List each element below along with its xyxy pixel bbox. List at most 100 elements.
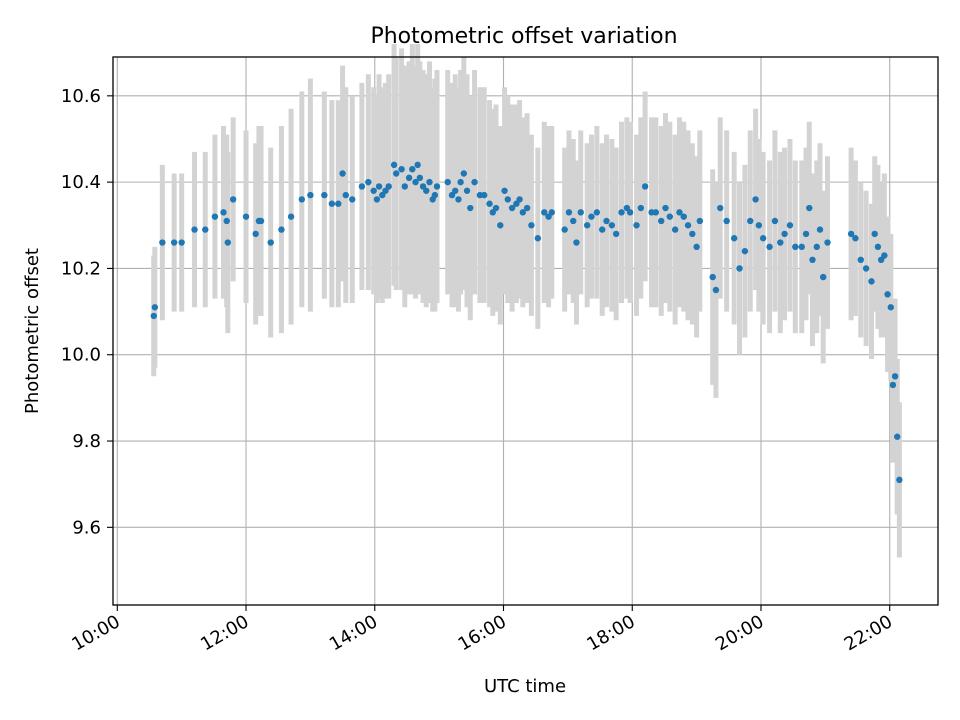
x-axis-label: UTC time — [484, 676, 566, 697]
data-point — [467, 204, 474, 212]
data-point — [684, 222, 692, 229]
data-point — [561, 226, 568, 233]
data-point — [777, 239, 784, 246]
data-point — [358, 183, 366, 190]
data-point — [405, 174, 413, 182]
data-point — [573, 239, 580, 246]
data-point — [802, 230, 810, 238]
data-point — [588, 213, 595, 220]
data-point — [433, 183, 441, 190]
data-point — [806, 204, 813, 212]
y-tick-label: 10.4 — [61, 172, 101, 193]
y-axis-label: Photometric offset — [22, 248, 43, 414]
data-point — [229, 196, 237, 203]
data-point — [252, 230, 259, 238]
data-point — [471, 178, 478, 186]
data-point — [752, 196, 759, 203]
data-point — [202, 226, 209, 233]
data-point — [486, 200, 493, 207]
data-point — [577, 209, 584, 216]
data-point — [792, 243, 799, 251]
data-point — [423, 187, 430, 194]
data-point — [548, 209, 555, 216]
data-point — [608, 222, 616, 229]
data-point — [178, 239, 185, 246]
data-point — [755, 222, 763, 229]
data-point — [516, 196, 523, 203]
data-point — [480, 191, 488, 199]
data-point — [393, 170, 400, 177]
data-point — [460, 170, 468, 177]
data-point — [342, 191, 350, 199]
data-point — [431, 191, 439, 199]
data-point — [874, 243, 882, 251]
data-point — [191, 226, 198, 233]
data-point — [426, 178, 433, 186]
y-axis-ticks: 9.6 9.8 10.0 10.2 10.4 10.6 — [61, 86, 113, 538]
data-point — [852, 235, 859, 242]
plot-frame — [112, 56, 939, 606]
chart-title: Photometric offset variation — [370, 24, 677, 49]
data-point — [658, 217, 665, 225]
y-tick-label: 9.8 — [72, 431, 101, 452]
data-point — [412, 178, 419, 186]
data-point — [373, 196, 381, 203]
data-point — [150, 312, 157, 320]
data-point — [662, 204, 669, 212]
data-point — [370, 187, 377, 194]
data-point — [321, 191, 328, 199]
data-point — [455, 196, 462, 203]
data-point — [813, 243, 820, 251]
data-point — [603, 217, 610, 225]
data-point — [452, 187, 459, 194]
data-point — [278, 226, 285, 233]
data-point — [519, 209, 527, 216]
data-point — [409, 165, 416, 173]
y-tick-label: 10.0 — [61, 345, 101, 366]
data-point — [398, 165, 405, 173]
data-point — [223, 217, 230, 225]
data-point — [257, 217, 265, 225]
data-point — [612, 230, 620, 238]
data-point — [220, 209, 227, 216]
data-point — [401, 183, 409, 190]
data-point — [390, 161, 398, 169]
data-point — [717, 204, 724, 212]
data-point — [528, 222, 535, 229]
data-point — [523, 204, 531, 212]
data-point — [463, 187, 471, 194]
data-point — [365, 178, 372, 186]
data-point — [881, 252, 888, 259]
data-point — [618, 209, 625, 216]
data-point — [599, 226, 606, 233]
data-point — [508, 204, 516, 212]
data-point — [868, 278, 875, 285]
y-tick-label: 9.6 — [72, 517, 101, 538]
data-point — [771, 217, 779, 225]
data-point — [709, 273, 716, 281]
data-point — [414, 161, 421, 169]
data-point — [759, 235, 767, 242]
data-point — [565, 209, 573, 216]
data-point — [328, 200, 336, 207]
data-point — [887, 304, 894, 311]
data-point — [626, 209, 634, 216]
data-point — [693, 243, 700, 251]
data-point — [847, 230, 855, 238]
data-point — [766, 243, 773, 251]
data-point — [375, 183, 383, 190]
y-tick-label: 10.6 — [61, 86, 101, 107]
data-point — [570, 217, 577, 225]
data-point — [349, 196, 356, 203]
data-point — [335, 200, 342, 207]
data-point — [534, 235, 542, 242]
data-point — [339, 170, 346, 177]
data-point — [416, 174, 424, 182]
data-point — [736, 265, 743, 272]
data-point — [723, 217, 730, 225]
data-point — [786, 222, 794, 229]
data-point — [497, 222, 504, 229]
data-point — [170, 239, 178, 246]
data-point — [896, 476, 903, 484]
